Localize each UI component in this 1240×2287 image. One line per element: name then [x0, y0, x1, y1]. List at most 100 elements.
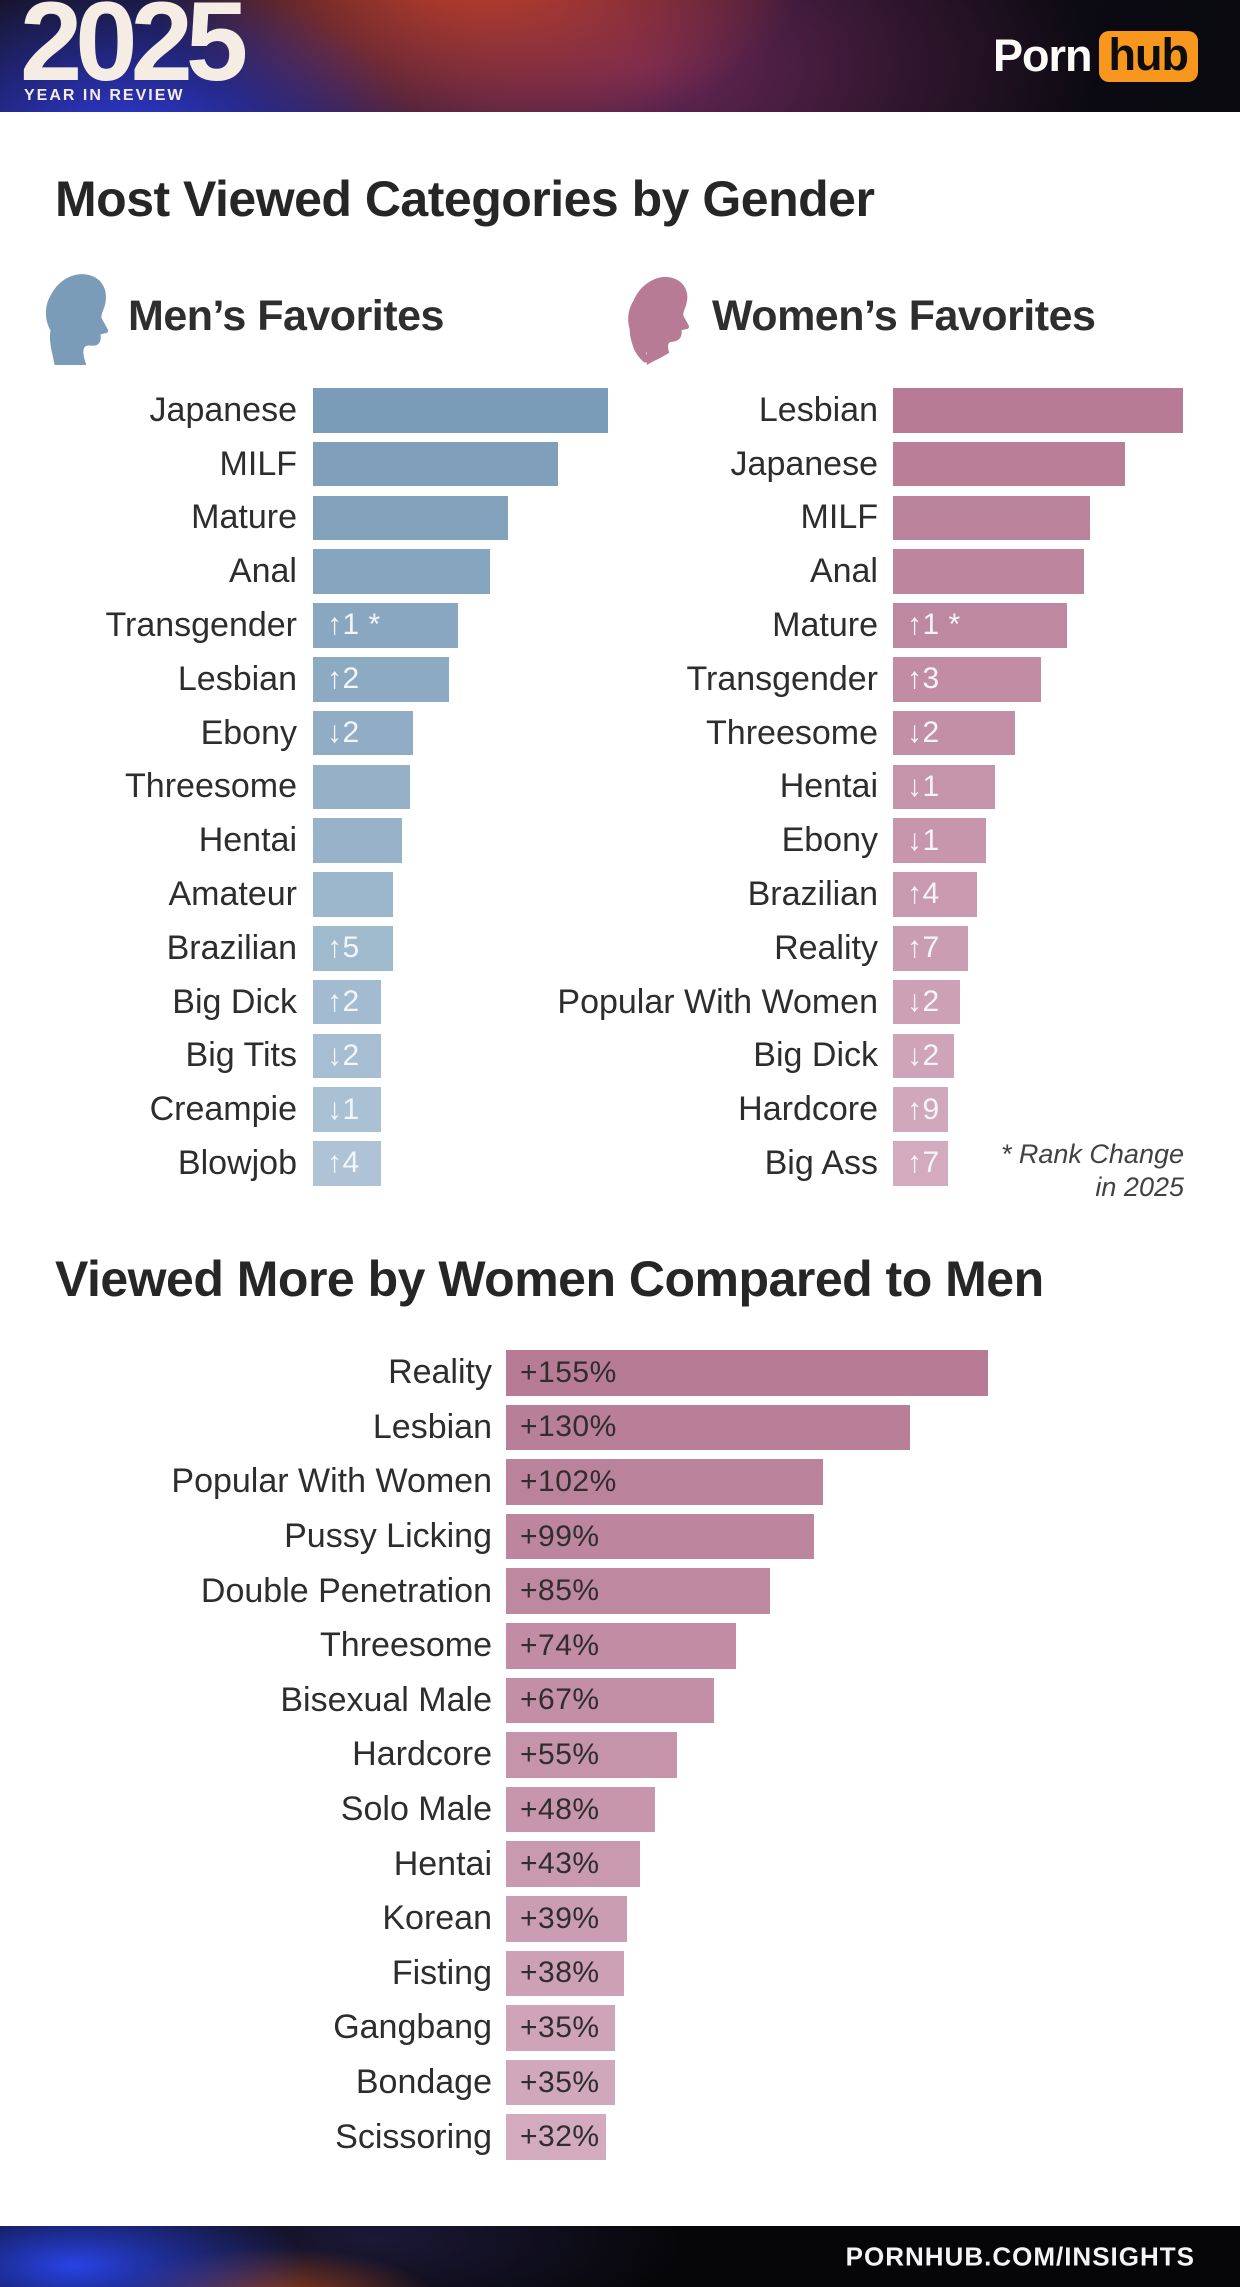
category-label: Korean — [382, 1899, 492, 1938]
category-label: Ebony — [200, 713, 297, 752]
value-label: +99% — [520, 1519, 600, 1553]
mens-favorites-header: Men’s Favorites — [38, 266, 444, 366]
category-label: Brazilian — [166, 928, 297, 967]
bar: +38% — [506, 1950, 624, 1997]
bar — [893, 549, 1084, 594]
bar: ↑7 — [893, 1141, 948, 1186]
rank-change-badge: ↓2 — [907, 1038, 940, 1072]
category-label: Big Ass — [764, 1143, 878, 1182]
bar: +102% — [506, 1459, 823, 1505]
bar — [313, 872, 393, 917]
category-label: Amateur — [168, 874, 298, 913]
category-label: Scissoring — [335, 2117, 492, 2156]
category-label: Anal — [228, 552, 297, 591]
category-label: Fisting — [391, 1953, 492, 1992]
category-label: Hentai — [198, 821, 297, 860]
value-label: +67% — [520, 1683, 600, 1717]
bar — [313, 388, 608, 433]
category-label: Hardcore — [352, 1735, 492, 1774]
category-label: Pussy Licking — [284, 1517, 492, 1556]
category-label: Lesbian — [372, 1407, 492, 1446]
bar: +155% — [506, 1350, 988, 1396]
value-label: +38% — [520, 1956, 600, 1990]
bar: ↑2 — [313, 657, 449, 702]
bar: +48% — [506, 1786, 655, 1833]
rank-change-badge: ↓1 — [907, 823, 940, 857]
category-label: Gangbang — [333, 2008, 492, 2047]
bar — [313, 818, 402, 863]
value-label: +85% — [520, 1574, 600, 1608]
category-label: Mature — [191, 498, 297, 537]
category-label: Ebony — [781, 821, 878, 860]
category-label: Transgender — [105, 605, 297, 644]
category-label: Solo Male — [340, 1790, 492, 1829]
bar: +74% — [506, 1623, 736, 1669]
value-label: +35% — [520, 2065, 600, 2099]
rank-change-footnote-line1: * Rank Change — [1000, 1139, 1184, 1169]
bar: ↓1 — [893, 818, 986, 863]
bar — [313, 549, 490, 594]
bar: ↓1 — [313, 1087, 381, 1132]
bar: +85% — [506, 1568, 770, 1614]
category-label: Anal — [809, 552, 878, 591]
bar: ↓2 — [893, 979, 960, 1025]
category-label: Popular With Women — [557, 982, 878, 1021]
rank-change-badge: ↓2 — [327, 716, 360, 750]
category-label: Mature — [772, 605, 878, 644]
rank-change-badge: ↑7 — [907, 1146, 940, 1180]
rank-change-badge: ↑7 — [907, 931, 940, 965]
womens-favorites-header: Women’s Favorites — [622, 266, 1096, 366]
value-label: +130% — [520, 1410, 617, 1444]
category-label: MILF — [219, 444, 297, 483]
bar — [893, 441, 1125, 487]
bar: ↑2 — [313, 979, 381, 1025]
category-label: Lesbian — [758, 390, 878, 429]
category-label: Threesome — [320, 1626, 492, 1665]
value-label: +43% — [520, 1847, 600, 1881]
bar: ↓2 — [893, 1033, 954, 1079]
bar: ↑1 * — [313, 603, 458, 648]
year-in-review-tagline: YEAR IN REVIEW — [24, 87, 185, 104]
bar: +55% — [506, 1732, 677, 1778]
bar: ↑7 — [893, 926, 968, 971]
category-label: Big Dick — [172, 982, 297, 1021]
male-silhouette-icon — [45, 274, 109, 365]
bar: +130% — [506, 1404, 910, 1451]
footer-banner: PORNHUB.COM/INSIGHTS — [0, 2226, 1240, 2287]
value-label: +48% — [520, 1792, 600, 1826]
category-label: Brazilian — [747, 874, 878, 913]
bar: +32% — [506, 2114, 606, 2160]
year-2025-wordmark: 2025 — [20, 0, 248, 104]
bar — [893, 388, 1183, 433]
bar: +43% — [506, 1841, 640, 1887]
rank-change-badge: ↑4 — [907, 877, 940, 911]
category-label: Big Dick — [753, 1036, 878, 1075]
bar — [893, 495, 1090, 541]
bar: +35% — [506, 2005, 615, 2051]
category-label: Bondage — [355, 2063, 492, 2102]
mens-favorites-label: Men’s Favorites — [128, 291, 444, 340]
category-label: Hentai — [779, 767, 878, 806]
value-label: +32% — [520, 2120, 600, 2154]
rank-change-badge: ↑9 — [907, 1092, 940, 1126]
pornhub-logo-hub-text: hub — [1098, 30, 1198, 82]
rank-change-badge: ↑3 — [907, 662, 940, 696]
category-label: Threesome — [125, 767, 297, 806]
bar: +99% — [506, 1513, 814, 1560]
womens-favorites-label: Women’s Favorites — [712, 291, 1096, 340]
bar: ↑4 — [313, 1141, 381, 1186]
category-label: Reality — [774, 928, 878, 967]
value-label: +102% — [520, 1464, 617, 1498]
rank-change-badge: ↓2 — [907, 716, 940, 750]
page-title: Most Viewed Categories by Gender — [55, 171, 875, 227]
category-label: Transgender — [686, 659, 878, 698]
rank-change-badge: ↑2 — [327, 662, 360, 696]
rank-change-badge: ↓1 — [907, 769, 940, 803]
rank-change-badge: ↑4 — [327, 1146, 360, 1180]
bar — [313, 495, 508, 541]
category-label: Creampie — [149, 1090, 297, 1129]
category-label: Japanese — [730, 444, 878, 483]
bar — [313, 764, 410, 810]
bar: ↑3 — [893, 657, 1041, 702]
